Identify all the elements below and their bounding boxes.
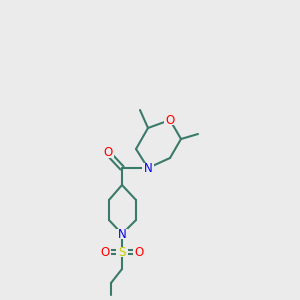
Text: O: O <box>103 146 112 160</box>
Text: O: O <box>165 113 175 127</box>
Text: O: O <box>100 245 109 259</box>
Text: S: S <box>118 245 126 259</box>
Text: N: N <box>144 161 152 175</box>
Text: O: O <box>134 245 144 259</box>
FancyBboxPatch shape <box>164 115 176 125</box>
Text: N: N <box>118 227 126 241</box>
FancyBboxPatch shape <box>99 247 111 257</box>
FancyBboxPatch shape <box>133 247 145 257</box>
FancyBboxPatch shape <box>142 163 154 173</box>
FancyBboxPatch shape <box>116 247 128 257</box>
FancyBboxPatch shape <box>102 148 114 158</box>
FancyBboxPatch shape <box>116 229 128 239</box>
